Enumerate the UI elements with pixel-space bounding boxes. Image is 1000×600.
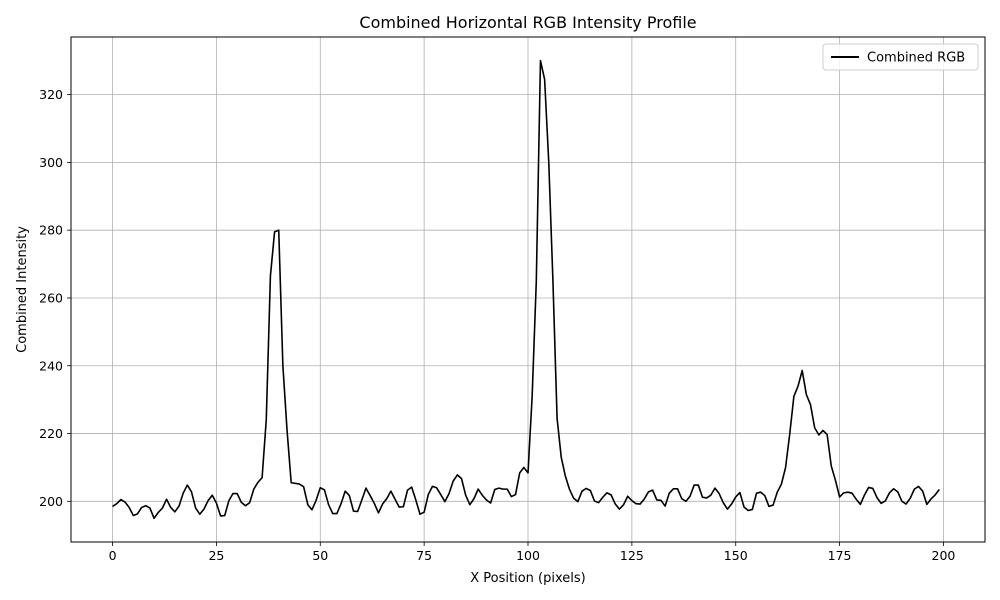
y-tick-label: 300 — [39, 155, 63, 170]
y-tick-label: 220 — [39, 426, 63, 441]
legend-box — [822, 43, 979, 71]
x-axis-label: X Position (pixels) — [470, 571, 585, 586]
x-tick-label: 125 — [620, 548, 644, 563]
legend: Combined RGB — [822, 43, 979, 71]
plot-area — [112, 59, 940, 520]
x-axis: 0 25 50 75 100 125 150 175 200 — [109, 542, 956, 563]
y-tick-label: 200 — [39, 494, 63, 509]
x-tick-label: 25 — [208, 548, 224, 563]
legend-entry-combined-rgb: Combined RGB — [867, 51, 965, 66]
x-tick-label: 75 — [416, 548, 432, 563]
x-tick-label: 175 — [828, 548, 852, 563]
x-tick-label: 50 — [312, 548, 328, 563]
grid-lines — [71, 37, 985, 542]
y-tick-label: 260 — [39, 290, 63, 305]
y-tick-label: 320 — [39, 87, 63, 102]
y-axis: 200 220 240 260 280 300 320 — [39, 87, 71, 509]
y-tick-label: 240 — [39, 358, 63, 373]
x-tick-label: 150 — [724, 548, 748, 563]
chart-title: Combined Horizontal RGB Intensity Profil… — [359, 13, 696, 32]
x-tick-label: 200 — [932, 548, 956, 563]
x-tick-label: 100 — [516, 548, 540, 563]
y-axis-label: Combined Intensity — [15, 226, 30, 353]
y-tick-label: 280 — [39, 223, 63, 238]
series-line-combined-rgb — [112, 59, 940, 520]
x-tick-label: 0 — [109, 548, 117, 563]
